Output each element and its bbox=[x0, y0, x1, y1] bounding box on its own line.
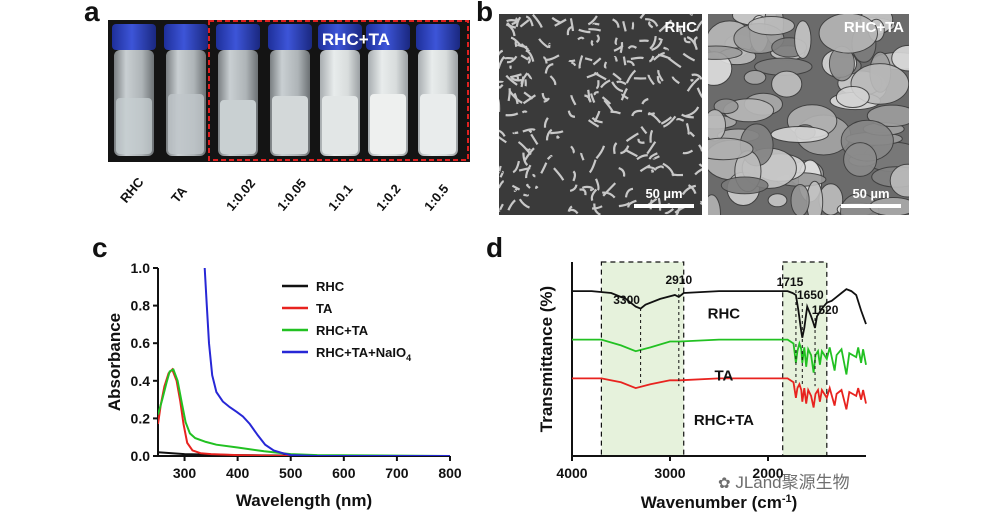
scale-bar bbox=[634, 204, 694, 208]
vial-1-0.02 bbox=[216, 24, 260, 156]
vial-ta bbox=[164, 24, 208, 156]
watermark: ✿ JLand聚源生物 bbox=[718, 468, 850, 493]
y-tick-label: 0.0 bbox=[131, 448, 151, 464]
series-line-rhc-ta-naio4 bbox=[203, 267, 450, 456]
panel-d-letter: d bbox=[486, 232, 504, 263]
scale-bar-label: 50 µm bbox=[645, 186, 682, 201]
y-tick-label: 1.0 bbox=[131, 260, 151, 276]
x-tick-label: 300 bbox=[173, 465, 197, 481]
group-label-rhc-ta: RHC+TA bbox=[322, 30, 390, 49]
panel-a-photo: RHC+TA bbox=[108, 20, 470, 162]
vial-cap bbox=[268, 24, 312, 50]
panel-c-letter: c bbox=[92, 232, 108, 263]
vial-1-0.05 bbox=[268, 24, 312, 156]
sem-label-rhc-ta: RHC+TA bbox=[844, 19, 904, 36]
series-line-rhc-ta bbox=[572, 377, 867, 410]
panel-a-letter: a bbox=[84, 0, 100, 27]
x-tick-label: 700 bbox=[385, 465, 409, 481]
series-line-ta bbox=[572, 338, 867, 375]
series-line-rhc bbox=[572, 288, 867, 338]
sem-label-rhc: RHC bbox=[665, 19, 698, 36]
y-tick-label: 0.4 bbox=[131, 373, 151, 389]
legend-label: RHC+TA bbox=[316, 323, 369, 338]
x-tick-label: 4000 bbox=[556, 465, 587, 481]
legend-label: RHC+TA+NaIO4 bbox=[316, 345, 411, 363]
ftir-chart: 4000 3000 2000 Wavenumber (cm-1) Transmittan… bbox=[537, 261, 867, 512]
scale-bar-label: 50 µm bbox=[852, 186, 889, 201]
vial-label: 1:0.2 bbox=[373, 181, 404, 214]
vial-1-0.1 bbox=[318, 24, 362, 156]
shaded-band bbox=[600, 261, 685, 457]
vial-cap bbox=[112, 24, 156, 50]
vial-label: 1:0.02 bbox=[223, 175, 259, 214]
x-tick-label: 500 bbox=[279, 465, 303, 481]
vial-cap bbox=[416, 24, 460, 50]
vial-label: 1:0.5 bbox=[421, 181, 452, 214]
x-tick-label: 3000 bbox=[654, 465, 685, 481]
vial-1-0.5 bbox=[416, 24, 460, 156]
vial-label: 1:0.1 bbox=[325, 181, 356, 214]
sem-image-rhc-ta: RHC+TA 50 µm bbox=[708, 14, 909, 215]
vial-cap bbox=[366, 24, 410, 50]
peak-label: 3300 bbox=[613, 293, 640, 307]
vial-label: 1:0.05 bbox=[274, 175, 310, 214]
vial-rhc bbox=[112, 24, 156, 156]
curve-label: RHC bbox=[708, 305, 741, 322]
x-tick-label: 400 bbox=[226, 465, 250, 481]
peak-label: 1650 bbox=[797, 288, 824, 302]
peak-label: 1715 bbox=[777, 275, 804, 289]
y-tick-label: 0.8 bbox=[131, 298, 151, 314]
peak-label: 2910 bbox=[665, 273, 692, 287]
legend-label: RHC bbox=[316, 279, 345, 294]
panel-b-letter: b bbox=[476, 0, 494, 27]
y-tick-label: 0.2 bbox=[131, 410, 151, 426]
y-axis-label: Absorbance bbox=[105, 313, 124, 411]
vial-cap bbox=[216, 24, 260, 50]
legend-label: TA bbox=[316, 301, 333, 316]
x-tick-label: 600 bbox=[332, 465, 356, 481]
watermark-icon: ✿ bbox=[718, 475, 731, 492]
vial-cap bbox=[164, 24, 208, 50]
vial-label: TA bbox=[168, 183, 191, 206]
curve-label: RHC+TA bbox=[694, 412, 754, 429]
scale-bar bbox=[841, 204, 901, 208]
sem-image-rhc: RHC 50 µm bbox=[499, 14, 702, 215]
peak-label: 1520 bbox=[812, 303, 839, 317]
curve-label: TA bbox=[714, 367, 733, 384]
series-line-rhc-ta bbox=[158, 368, 450, 456]
vial-label: RHC bbox=[117, 174, 147, 206]
uv-vis-chart: 0.0 0.2 0.4 0.6 0.8 1.0 300 400 500 600 700 800 Wave… bbox=[105, 260, 462, 510]
vial-1-0.2 bbox=[366, 24, 410, 156]
y-tick-label: 0.6 bbox=[131, 335, 151, 351]
series-line-ta bbox=[158, 367, 450, 456]
rhc-ta-group-box bbox=[208, 20, 469, 161]
vial-cap bbox=[318, 24, 362, 50]
x-tick-label: 800 bbox=[438, 465, 462, 481]
y-axis-label: Transmittance (%) bbox=[537, 286, 556, 432]
x-axis-label: Wavenumber (cm-1) bbox=[641, 493, 798, 512]
x-tick-label: 2000 bbox=[752, 465, 783, 481]
x-axis-label: Wavelength (nm) bbox=[236, 491, 372, 510]
watermark-text: JLand聚源生物 bbox=[735, 473, 850, 492]
